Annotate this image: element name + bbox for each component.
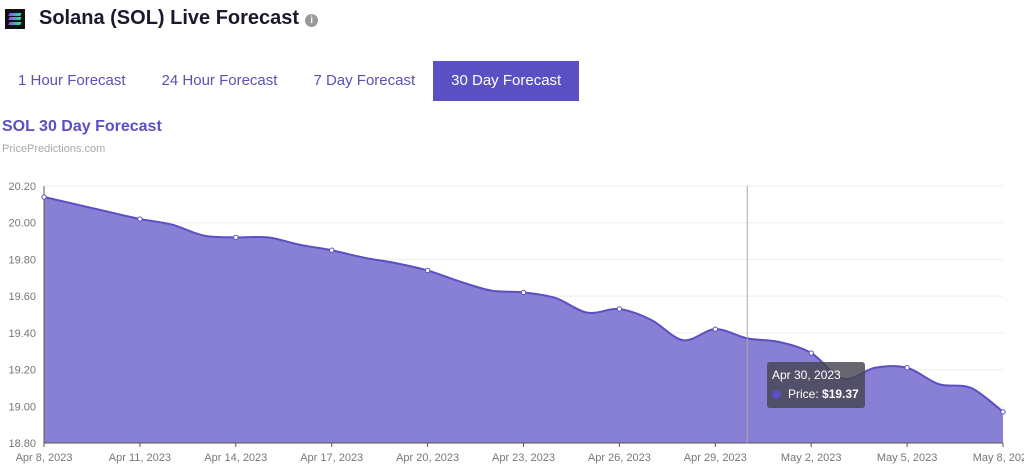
data-point [329,247,335,253]
x-tick-label: Apr 23, 2023 [492,452,555,464]
tab-1-hour[interactable]: 1 Hour Forecast [18,72,126,89]
tab-30-day[interactable]: 30 Day Forecast [433,61,580,101]
tooltip-date: Apr 30, 2023 [772,368,841,382]
x-tick-label: May 5, 2023 [877,452,938,464]
x-tick-label: May 2, 2023 [781,452,842,464]
data-point [233,234,239,241]
data-point [808,350,814,356]
y-tick-label: 19.00 [8,401,36,413]
y-tick-label: 19.80 [8,254,36,266]
header: Solana (SOL) Live Forecast i [5,7,319,30]
x-tick-label: Apr 17, 2023 [300,452,363,464]
y-tick-label: 19.60 [8,291,36,303]
x-tick-label: Apr 8, 2023 [16,452,73,464]
x-tick-label: Apr 26, 2023 [588,452,651,464]
data-point [1000,409,1006,415]
data-point [424,267,431,274]
chart-title: SOL 30 Day Forecast [2,118,162,135]
area-fill [44,197,1003,443]
solana-logo [5,8,25,29]
data-point [712,326,718,332]
data-point [904,365,910,371]
x-tick-label: May 8, 2023 [973,452,1024,464]
page-title: Solana (SOL) Live Forecast [39,7,300,29]
data-point [137,216,143,222]
data-point [616,306,623,312]
y-tick-label: 19.40 [8,328,36,340]
tooltip-value: $19.37 [822,387,859,401]
chart-subtitle: PricePredictions.com [2,143,106,155]
x-tick-label: Apr 14, 2023 [204,452,267,464]
tooltip-label: Price: [788,387,819,401]
info-icon[interactable]: i [305,13,319,27]
data-point [520,289,527,296]
x-tick-label: Apr 29, 2023 [684,452,747,464]
x-tick-label: Apr 11, 2023 [109,452,171,464]
forecast-tabs: 1 Hour Forecast 24 Hour Forecast 7 Day F… [0,61,580,101]
data-point [41,194,47,200]
tooltip: Apr 30, 2023 Price: $19.37 [767,362,865,408]
y-tick-label: 20.00 [8,218,36,230]
x-tick-label: Apr 20, 2023 [396,452,459,464]
tab-7-day[interactable]: 7 Day Forecast [313,72,416,89]
y-tick-label: 18.80 [8,438,36,450]
tab-24-hour[interactable]: 24 Hour Forecast [161,72,278,89]
y-tick-label: 19.20 [8,365,36,377]
y-tick-label: 20.20 [8,181,36,193]
series-dot-icon [772,389,781,399]
